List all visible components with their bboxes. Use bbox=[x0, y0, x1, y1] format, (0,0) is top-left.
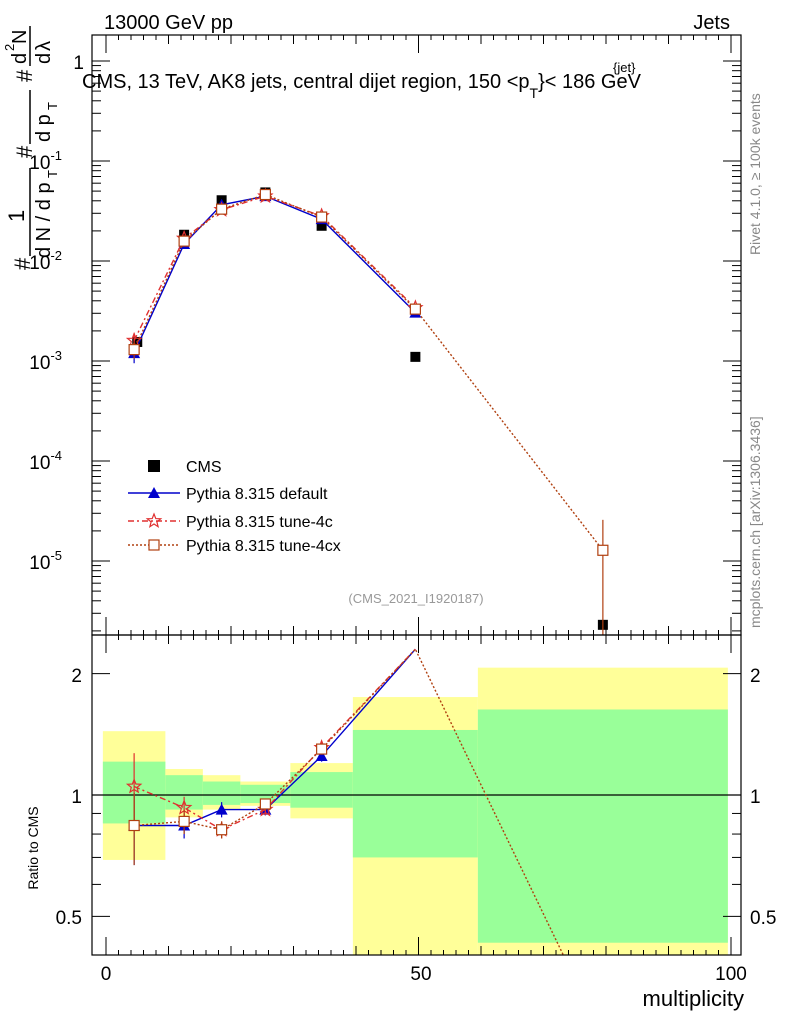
data-point-cms bbox=[316, 220, 327, 231]
legend: CMS Pythia 8.315 default Pythia 8.315 tu… bbox=[128, 459, 341, 555]
energy-label: 13000 GeV pp bbox=[104, 12, 233, 34]
data-point bbox=[128, 344, 140, 356]
legend-marker-square-open bbox=[148, 539, 160, 551]
ratio-point bbox=[128, 819, 140, 832]
ratio-tick-label: 2 bbox=[750, 666, 761, 687]
plot-title-main: CMS, 13 TeV, AK8 jets, central dijet reg… bbox=[82, 71, 530, 93]
ylabel-frag-dpt: d p bbox=[33, 114, 55, 142]
plot-title: CMS, 13 TeV, AK8 jets, central dijet reg… bbox=[82, 71, 642, 101]
ratio-tick-label: 1 bbox=[71, 787, 82, 808]
ratio-panel-marks bbox=[125, 647, 565, 955]
ylabel-frag-n: N bbox=[9, 30, 31, 44]
ylabel-frag-sup2: 2 bbox=[2, 44, 17, 51]
data-point bbox=[259, 188, 271, 201]
ratio-point bbox=[315, 749, 328, 761]
y-tick-label: 10-5 bbox=[29, 548, 62, 574]
legend-marker-square bbox=[148, 460, 160, 472]
ylabel-frag-hash1: # bbox=[10, 257, 35, 270]
ratio-series-line bbox=[133, 648, 416, 831]
legend-entry-default: Pythia 8.315 default bbox=[128, 486, 328, 503]
plot-title-sup: {jet} bbox=[613, 60, 636, 75]
stat-uncertainty-band bbox=[290, 772, 353, 808]
ratio-point bbox=[215, 803, 228, 815]
y-tick-label: 10-4 bbox=[29, 448, 62, 474]
data-point bbox=[216, 203, 228, 215]
ratio-point bbox=[178, 815, 190, 827]
ratio-tick-label: 2 bbox=[71, 666, 82, 687]
ylabel-frag-hash2: # bbox=[12, 145, 37, 158]
y-tick-label: 10-1 bbox=[29, 148, 62, 174]
x-tick-labels: 0 50 100 bbox=[101, 964, 747, 985]
legend-label: Pythia 8.315 default bbox=[186, 486, 328, 503]
main-y-tick-labels: 1 10-1 10-2 10-3 10-4 10-5 bbox=[29, 53, 84, 574]
ratio-y-axis-label: Ratio to CMS bbox=[25, 806, 41, 889]
stat-uncertainty-band bbox=[202, 781, 241, 805]
y-tick-label: 1 bbox=[73, 53, 84, 74]
ratio-point bbox=[125, 777, 143, 794]
ratio-tick-label: 0.5 bbox=[56, 908, 82, 929]
ylabel-frag-sub-t1: T bbox=[45, 170, 60, 178]
legend-entry-tune4c: Pythia 8.315 tune-4c bbox=[128, 512, 333, 531]
ratio-y-tick-labels-left: 2 1 0.5 bbox=[56, 666, 82, 929]
ylabel-frag-dn-dpt: d N / d p bbox=[33, 182, 55, 258]
legend-label: Pythia 8.315 tune-4cx bbox=[186, 538, 341, 555]
legend-label: CMS bbox=[186, 459, 222, 476]
stat-uncertainty-band bbox=[477, 709, 728, 943]
plot-title-sub: T bbox=[530, 85, 539, 101]
plot-title-tail: }< 186 GeV bbox=[538, 71, 642, 93]
category-label: Jets bbox=[693, 12, 730, 34]
x-tick-label: 50 bbox=[410, 964, 431, 985]
series-line bbox=[133, 195, 416, 341]
ylabel-frag-sub-t2: T bbox=[45, 102, 60, 110]
ylabel-frag-d2: d bbox=[33, 53, 55, 64]
main-panel-marks bbox=[125, 187, 609, 635]
legend-entry-cms: CMS bbox=[148, 459, 222, 476]
legend-entry-tune4cx: Pythia 8.315 tune-4cx bbox=[128, 538, 341, 555]
ratio-series-group bbox=[125, 647, 565, 955]
analysis-id-label: (CMS_2021_I1920187) bbox=[348, 591, 483, 606]
y-tick-label: 10-3 bbox=[29, 348, 62, 374]
ratio-point bbox=[259, 798, 271, 810]
stat-uncertainty-band bbox=[352, 729, 478, 858]
y-tick-label: 10-2 bbox=[29, 248, 62, 274]
ratio-point bbox=[316, 743, 328, 755]
rivet-version-label: Rivet 4.1.0, ≥ 100k events bbox=[747, 93, 763, 255]
ratio-point bbox=[216, 824, 228, 836]
ylabel-frag-hash3: # bbox=[12, 69, 37, 82]
legend-label: Pythia 8.315 tune-4c bbox=[186, 514, 333, 531]
series-line bbox=[133, 195, 416, 354]
mcplots-label: mcplots.cern.ch [arXiv:1306.3436] bbox=[747, 416, 763, 628]
x-axis-label: multiplicity bbox=[643, 986, 744, 1011]
data-point bbox=[597, 544, 609, 556]
ylabel-frag-one: 1 bbox=[4, 210, 29, 222]
data-point bbox=[316, 211, 328, 223]
legend-marker-star bbox=[145, 512, 163, 529]
axes-frames bbox=[91, 34, 742, 956]
main-y-axis-label: # 1 d N / d p T # d p T d 2 N d λ # bbox=[2, 26, 60, 270]
legend-marker-triangle bbox=[148, 487, 160, 498]
data-point-cms bbox=[410, 351, 421, 362]
data-point-cms bbox=[179, 229, 190, 240]
x-tick-label: 100 bbox=[715, 964, 747, 985]
ratio-y-tick-labels-right: 2 1 0.5 bbox=[750, 666, 776, 929]
ylabel-frag-lambda: λ bbox=[33, 41, 55, 51]
data-point bbox=[178, 235, 190, 247]
data-point bbox=[409, 303, 421, 315]
ratio-tick-label: 1 bbox=[750, 787, 761, 808]
x-tick-label: 0 bbox=[101, 964, 112, 985]
ylabel-frag-d: d bbox=[9, 53, 31, 64]
ratio-tick-label: 0.5 bbox=[750, 908, 776, 929]
ratio-series-line bbox=[134, 648, 416, 827]
